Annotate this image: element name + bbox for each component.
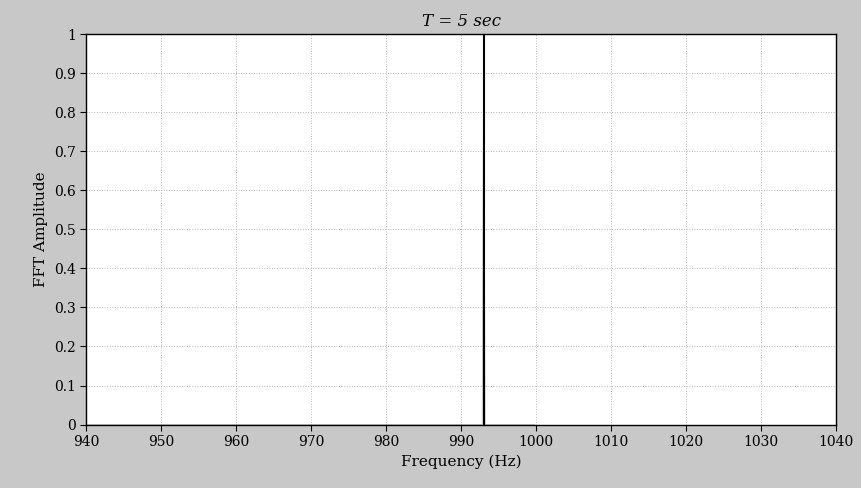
- Title: T = 5 sec: T = 5 sec: [421, 13, 500, 30]
- X-axis label: Frequency (Hz): Frequency (Hz): [400, 454, 521, 469]
- Y-axis label: FFT Amplitude: FFT Amplitude: [34, 172, 48, 287]
